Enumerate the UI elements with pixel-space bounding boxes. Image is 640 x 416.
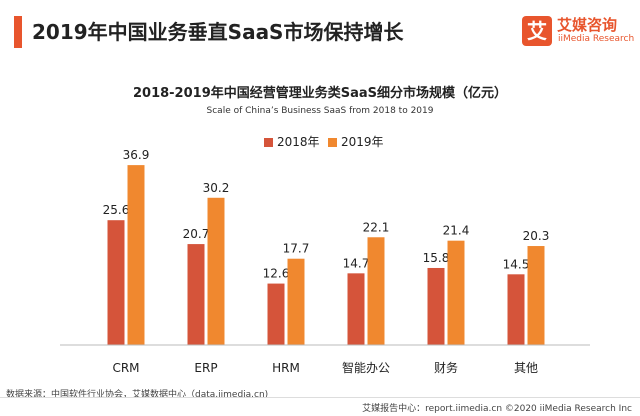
data-label-4-1: 21.4 [443, 224, 470, 238]
bar-4-1 [447, 240, 465, 345]
data-label-0-0: 25.6 [103, 203, 130, 217]
bar-2-0 [267, 283, 285, 345]
x-tick-label-0: CRM [112, 361, 139, 375]
data-label-0-1: 36.9 [123, 148, 150, 162]
data-label-2-1: 17.7 [283, 242, 310, 256]
bar-3-0 [347, 273, 365, 345]
x-tick-label-1: ERP [194, 361, 217, 375]
x-tick-label-4: 财务 [434, 360, 458, 375]
logo-name-en: iiMedia Research [558, 34, 635, 44]
x-tick-label-2: HRM [272, 361, 300, 375]
data-label-3-1: 22.1 [363, 220, 390, 234]
data-label-3-0: 14.7 [343, 256, 370, 270]
data-label-2-0: 12.6 [263, 267, 290, 281]
logo-mark: 艾 [522, 16, 552, 46]
x-tick-label-3: 智能办公 [342, 360, 390, 375]
legend-swatch-0 [264, 138, 273, 147]
x-tick-label-5: 其他 [514, 361, 538, 375]
iimedia-logo: 艾 艾媒咨询 iiMedia Research [522, 12, 634, 52]
data-label-1-1: 30.2 [203, 181, 230, 195]
bar-3-1 [367, 237, 385, 345]
data-label-4-0: 15.8 [423, 251, 450, 265]
chart-title: 2018-2019年中国经营管理业务类SaaS细分市场规模（亿元） [132, 86, 508, 101]
bar-4-0 [427, 267, 445, 345]
bar-5-0 [507, 274, 525, 345]
legend-swatch-1 [328, 138, 337, 147]
bar-1-0 [187, 244, 205, 345]
data-label-5-1: 20.3 [523, 229, 550, 243]
logo-name-cn: 艾媒咨询 [557, 16, 618, 34]
legend-label-1: 2019年 [341, 135, 384, 149]
data-label-1-0: 20.7 [183, 227, 210, 241]
bar-5-1 [527, 246, 545, 345]
footer-copyright: 艾媒报告中心：report.iimedia.cn ©2020 iiMedia R… [362, 404, 632, 414]
footer-divider [0, 397, 640, 398]
source-note: 数据来源：中国软件行业协会，艾媒数据中心（data.iimedia.cn) [6, 390, 269, 400]
bar-2-1 [287, 258, 305, 345]
page-title: 2019年中国业务垂直SaaS市场保持增长 [32, 20, 404, 44]
title-accent-bar [14, 16, 22, 48]
data-label-5-0: 14.5 [503, 257, 530, 271]
bar-0-0 [107, 220, 125, 345]
chart-subtitle: Scale of China’s Business SaaS from 2018… [206, 106, 434, 116]
legend-label-0: 2018年 [277, 135, 320, 149]
bar-1-1 [207, 197, 225, 345]
bar-0-1 [127, 165, 145, 345]
